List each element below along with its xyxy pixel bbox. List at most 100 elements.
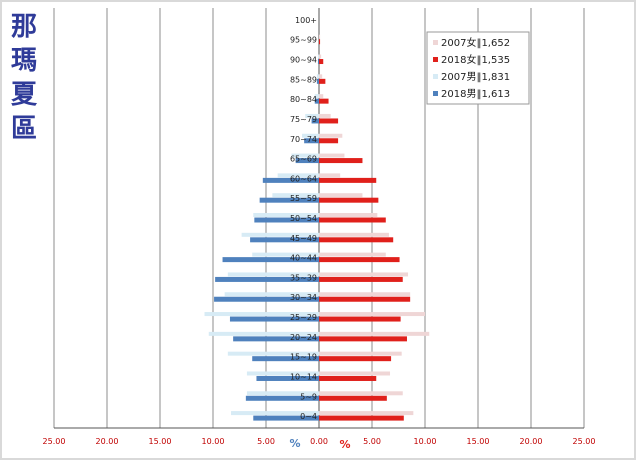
bar xyxy=(319,94,324,99)
x-tick-label: 20.00 xyxy=(96,437,119,446)
bar xyxy=(295,158,319,164)
x-tick-label: 10.00 xyxy=(414,437,437,446)
bar xyxy=(319,133,343,138)
bar xyxy=(319,158,363,164)
bar xyxy=(233,336,319,342)
bar xyxy=(224,292,319,297)
bar xyxy=(319,292,411,297)
bar xyxy=(319,331,430,336)
bar xyxy=(314,98,319,104)
bar xyxy=(291,153,319,158)
bar xyxy=(319,371,391,376)
age-group-label: 70~74 xyxy=(290,135,317,144)
legend-swatch xyxy=(433,74,438,79)
age-group-label: 75~79 xyxy=(290,115,317,124)
bar xyxy=(262,177,319,183)
age-group-label: 95~99 xyxy=(290,36,317,45)
age-group-label: 90~94 xyxy=(290,56,317,65)
bar xyxy=(319,217,386,223)
x-tick-label: 10.00 xyxy=(202,437,225,446)
bar xyxy=(272,193,319,198)
x-tick-label: 25.00 xyxy=(573,437,596,446)
bar xyxy=(319,59,324,65)
bar xyxy=(319,237,394,243)
bar xyxy=(252,356,319,362)
bar xyxy=(319,118,339,124)
age-group-label: 85~89 xyxy=(290,75,317,84)
age-group-label: 45~49 xyxy=(290,234,317,243)
bar xyxy=(319,351,402,356)
legend-label: 2007男‖1,831 xyxy=(441,71,510,83)
bar xyxy=(319,113,331,118)
bar xyxy=(311,118,319,124)
bar xyxy=(304,138,319,144)
bar xyxy=(319,173,341,178)
region-title-char: 瑪 xyxy=(10,46,37,76)
bar xyxy=(319,98,329,104)
bar xyxy=(227,272,319,277)
bar xyxy=(316,78,319,84)
bar xyxy=(305,113,319,118)
bar xyxy=(319,395,387,401)
bar xyxy=(319,197,379,203)
bar xyxy=(319,54,322,59)
age-group-label: 25~29 xyxy=(290,313,317,322)
age-group-label: 65~69 xyxy=(290,155,317,164)
female-unit-label: % xyxy=(339,438,350,451)
bar xyxy=(319,252,386,257)
age-group-label: 50~54 xyxy=(290,214,317,223)
bar xyxy=(319,272,409,277)
bar xyxy=(319,232,389,237)
age-group-label: 15~19 xyxy=(290,353,317,362)
male-unit-label: % xyxy=(289,437,300,450)
bar xyxy=(214,296,319,302)
bar xyxy=(319,78,326,84)
legend-swatch xyxy=(433,57,438,62)
legend-label: 2007女‖1,652 xyxy=(441,36,510,49)
bar xyxy=(319,74,323,79)
age-group-label: 30~34 xyxy=(290,293,317,302)
bar xyxy=(319,296,411,302)
bar xyxy=(319,316,401,322)
bar xyxy=(241,232,319,237)
bar xyxy=(319,276,403,282)
age-group-label: 40~44 xyxy=(290,254,317,263)
x-tick-label: 25.00 xyxy=(43,437,66,446)
bar xyxy=(231,411,319,416)
legend-swatch xyxy=(433,91,438,96)
bar xyxy=(319,375,377,381)
bar xyxy=(319,153,345,158)
bar xyxy=(245,395,319,401)
bar xyxy=(319,213,378,217)
bar xyxy=(317,54,319,59)
region-title-char: 那 xyxy=(10,12,37,42)
bar xyxy=(252,252,319,257)
bar xyxy=(319,356,392,362)
region-title-char: 區 xyxy=(10,114,37,144)
bar xyxy=(250,237,319,243)
bar xyxy=(246,371,319,376)
bar xyxy=(317,59,319,65)
bar xyxy=(277,173,319,178)
age-group-label: 10~14 xyxy=(290,372,317,381)
bar xyxy=(204,312,319,317)
bar xyxy=(215,276,319,282)
legend-box xyxy=(426,31,530,105)
bar xyxy=(314,94,319,99)
bar xyxy=(302,133,319,138)
bar xyxy=(319,39,321,45)
bar xyxy=(319,312,425,317)
x-tick-label: 0.00 xyxy=(310,437,328,446)
region-title: 那 瑪 夏 區 xyxy=(6,10,42,146)
bar xyxy=(254,217,319,223)
bar xyxy=(319,411,414,416)
bar xyxy=(316,74,319,79)
bar xyxy=(256,375,319,381)
bar xyxy=(253,415,319,421)
bar xyxy=(319,257,400,263)
x-tick-label: 15.00 xyxy=(149,437,172,446)
bar xyxy=(229,316,319,322)
legend-label: 2018女‖1,535 xyxy=(441,53,510,66)
bar xyxy=(319,193,363,198)
age-group-label: 20~24 xyxy=(290,333,317,342)
